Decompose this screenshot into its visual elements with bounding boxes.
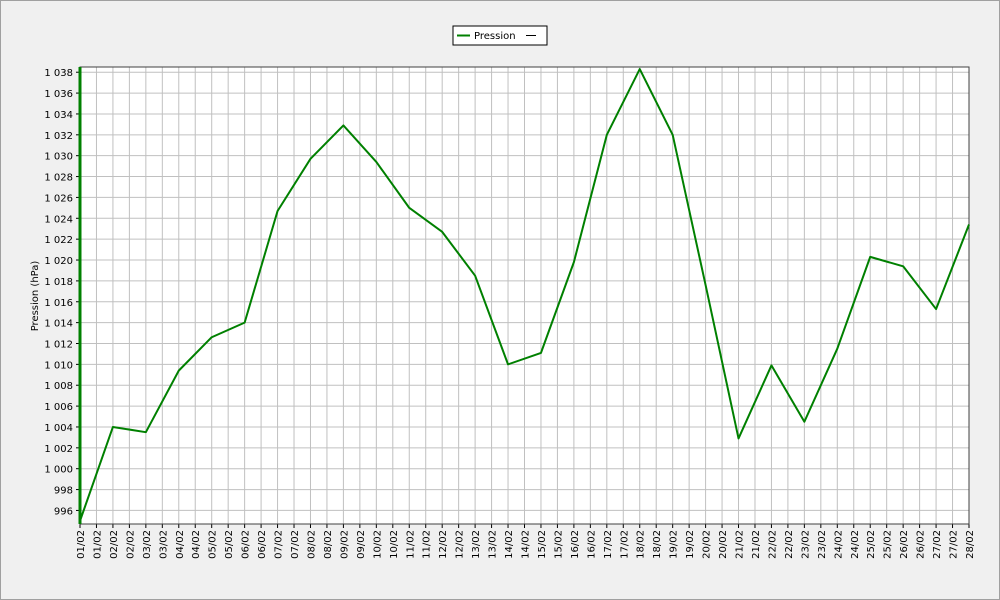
x-tick-label: 22/02	[767, 530, 778, 559]
y-tick-label: 1 006	[44, 402, 73, 413]
x-tick-label: 25/02	[883, 530, 894, 559]
x-tick-label: 20/02	[718, 530, 729, 559]
x-tick-label: 03/02	[158, 530, 169, 559]
x-tick-label: 04/02	[175, 530, 186, 559]
y-tick-label: 1 024	[44, 214, 73, 225]
x-tick-label: 02/02	[109, 530, 120, 559]
x-tick-label: 15/02	[537, 530, 548, 559]
x-tick-label: 26/02	[916, 530, 927, 559]
x-tick-label: 07/02	[274, 530, 285, 559]
x-tick-label: 27/02	[932, 530, 943, 559]
x-tick-label: 09/02	[356, 530, 367, 559]
y-tick-label: 1 010	[44, 360, 73, 371]
x-tick-label: 04/02	[191, 530, 202, 559]
x-tick-label: 01/02	[92, 530, 103, 559]
y-tick-label: 1 026	[44, 193, 73, 204]
x-tick-label: 11/02	[405, 530, 416, 559]
x-tick-label: 05/02	[208, 530, 219, 559]
y-tick-label: 1 030	[44, 152, 73, 163]
x-tick-label: 07/02	[290, 530, 301, 559]
x-tick-label: 28/02	[965, 530, 976, 559]
x-tick-label: 18/02	[636, 530, 647, 559]
y-tick-label: 1 004	[44, 423, 73, 434]
x-tick-label: 03/02	[142, 530, 153, 559]
y-tick-label: 1 008	[44, 381, 73, 392]
x-tick-label: 16/02	[586, 530, 597, 559]
y-tick-label: 1 038	[44, 68, 73, 79]
y-tick-label: 1 014	[44, 319, 73, 330]
x-tick-label: 05/02	[224, 530, 235, 559]
x-tick-label: 13/02	[471, 530, 482, 559]
x-tick-label: 17/02	[619, 530, 630, 559]
x-tick-label: 19/02	[685, 530, 696, 559]
x-tick-label: 24/02	[833, 530, 844, 559]
x-tick-label: 10/02	[389, 530, 400, 559]
x-tick-label: 24/02	[850, 530, 861, 559]
y-tick-label: 1 018	[44, 277, 73, 288]
y-tick-label: 1 020	[44, 256, 73, 267]
x-tick-label: 08/02	[306, 530, 317, 559]
x-tick-label: 21/02	[735, 530, 746, 559]
x-tick-label: 12/02	[438, 530, 449, 559]
x-tick-label: 10/02	[372, 530, 383, 559]
legend-box	[452, 25, 548, 46]
data-line	[79, 68, 970, 522]
x-tick-label: 25/02	[866, 530, 877, 559]
x-tick-label: 06/02	[241, 530, 252, 559]
x-tick-label: 22/02	[784, 530, 795, 559]
y-tick-label: 996	[54, 506, 73, 517]
x-tick-label: 08/02	[323, 530, 334, 559]
x-tick-label: 09/02	[339, 530, 350, 559]
x-tick-label: 20/02	[702, 530, 713, 559]
legend: Pression	[452, 25, 548, 46]
x-tick-label: 23/02	[817, 530, 828, 559]
x-tick-label: 23/02	[800, 530, 811, 559]
x-tick-label: 02/02	[125, 530, 136, 559]
x-tick-label: 26/02	[899, 530, 910, 559]
x-tick-label: 17/02	[603, 530, 614, 559]
y-tick-label: 1 036	[44, 89, 73, 100]
y-tick-label: 1 012	[44, 339, 73, 350]
y-tick-label: 998	[54, 486, 73, 497]
x-tick-label: 19/02	[669, 530, 680, 559]
legend-label: Pression	[474, 31, 516, 42]
y-axis-label: Pression (hPa)	[30, 261, 41, 332]
x-tick-label: 14/02	[521, 530, 532, 559]
y-tick-label: 1 028	[44, 173, 73, 184]
x-tick-label: 06/02	[257, 530, 268, 559]
x-tick-label: 15/02	[553, 530, 564, 559]
x-tick-label: 21/02	[751, 530, 762, 559]
y-tick-label: 1 032	[44, 131, 73, 142]
x-tick-label: 27/02	[949, 530, 960, 559]
x-tick-label: 16/02	[570, 530, 581, 559]
x-tick-label: 18/02	[652, 530, 663, 559]
y-tick-label: 1 034	[44, 110, 73, 121]
y-tick-label: 1 022	[44, 235, 73, 246]
x-tick-label: 01/02	[76, 530, 87, 559]
y-tick-label: 1 002	[44, 444, 73, 455]
x-tick-label: 13/02	[488, 530, 499, 559]
x-tick-label: 14/02	[504, 530, 515, 559]
x-tick-label: 12/02	[455, 530, 466, 559]
y-tick-label: 1 016	[44, 298, 73, 309]
y-tick-label: 1 000	[44, 465, 73, 476]
x-tick-label: 11/02	[422, 530, 433, 559]
